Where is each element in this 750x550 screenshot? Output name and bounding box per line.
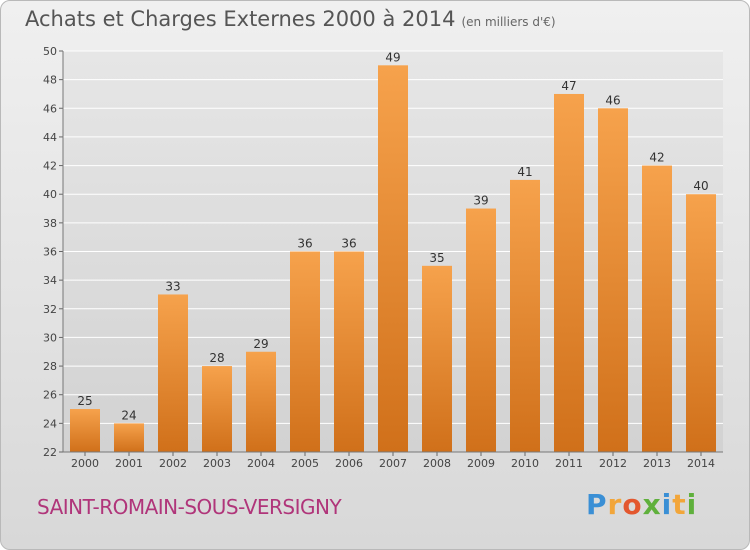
bar-2002: [158, 294, 188, 452]
y-tick-label: 34: [43, 274, 57, 287]
x-tick-label: 2008: [423, 457, 451, 470]
bar-2007: [378, 65, 408, 453]
x-tick-label: 2006: [335, 457, 363, 470]
x-tick-label: 2011: [555, 457, 583, 470]
bar-2006: [334, 251, 364, 452]
logo-letter: P: [586, 488, 608, 521]
x-tick-label: 2002: [159, 457, 187, 470]
bar-2008: [422, 265, 452, 452]
bar-2011: [554, 93, 584, 452]
bar-2010: [510, 179, 540, 452]
logo-letter: t: [672, 488, 687, 521]
y-tick-label: 36: [43, 246, 57, 259]
x-axis: 2000 2001 2002 2003 2004 2005 2006 2007 2008 2009…: [63, 451, 723, 470]
y-axis: 22 24 26 28 30 32 34 36 38 40 42 44 46 48 50: [43, 45, 64, 459]
data-label: 49: [385, 50, 400, 64]
data-label: 42: [649, 151, 664, 165]
bar-2003: [202, 366, 232, 452]
logo-letter: o: [622, 488, 643, 521]
data-label: 33: [165, 279, 180, 293]
bar-2014: [686, 194, 716, 452]
x-tick-label: 2014: [687, 457, 715, 470]
y-tick-label: 50: [43, 45, 57, 58]
y-tick-label: 28: [43, 360, 57, 373]
bar-2004: [246, 351, 276, 452]
bar-2013: [642, 165, 672, 453]
x-tick-label: 2003: [203, 457, 231, 470]
data-label: 40: [693, 179, 708, 193]
data-label: 36: [341, 237, 356, 251]
bar-2001: [114, 423, 144, 452]
chart-subtitle: (en milliers d'€): [461, 15, 556, 29]
y-tick-label: 44: [43, 131, 57, 144]
data-label: 47: [561, 79, 576, 93]
data-label: 25: [77, 394, 92, 408]
y-tick-label: 38: [43, 217, 57, 230]
y-tick-label: 42: [43, 160, 57, 173]
x-tick-label: 2012: [599, 457, 627, 470]
proxiti-logo: Proxiti: [586, 488, 697, 521]
y-tick-label: 48: [43, 74, 57, 87]
x-tick-label: 2000: [71, 457, 99, 470]
y-tick-label: 46: [43, 102, 57, 115]
x-tick-label: 2005: [291, 457, 319, 470]
x-tick-label: 2009: [467, 457, 495, 470]
data-label: 35: [429, 251, 444, 265]
y-tick-label: 22: [43, 446, 57, 459]
place-name: SAINT-ROMAIN-SOUS-VERSIGNY: [37, 495, 342, 519]
data-label: 46: [605, 93, 620, 107]
logo-letter: i: [686, 488, 698, 521]
x-tick-label: 2010: [511, 457, 539, 470]
logo-letter: r: [607, 488, 623, 521]
bar-2005: [290, 251, 320, 452]
y-tick-label: 26: [43, 389, 57, 402]
x-tick-label: 2004: [247, 457, 275, 470]
x-tick-label: 2007: [379, 457, 407, 470]
data-label: 39: [473, 194, 488, 208]
y-tick-label: 24: [43, 417, 57, 430]
data-label: 29: [253, 337, 268, 351]
data-label: 36: [297, 237, 312, 251]
title-text: Achats et Charges Externes 2000 à 2014: [25, 7, 456, 31]
data-label: 41: [517, 165, 532, 179]
y-tick-label: 32: [43, 303, 57, 316]
bars: 25 24 33 28 29 36 36 49 35 39 41 47 46 42 40: [70, 50, 716, 453]
y-tick-label: 30: [43, 331, 57, 344]
chart-title: Achats et Charges Externes 2000 à 2014 (e…: [25, 7, 556, 31]
bar-2012: [598, 108, 628, 453]
logo-letter: i: [661, 488, 673, 521]
data-label: 28: [209, 351, 224, 365]
bar-2009: [466, 208, 496, 452]
data-label: 24: [121, 408, 136, 422]
bar-2000: [70, 409, 100, 452]
x-tick-label: 2001: [115, 457, 143, 470]
x-tick-label: 2013: [643, 457, 671, 470]
logo-letter: x: [642, 488, 662, 521]
y-tick-label: 40: [43, 188, 57, 201]
